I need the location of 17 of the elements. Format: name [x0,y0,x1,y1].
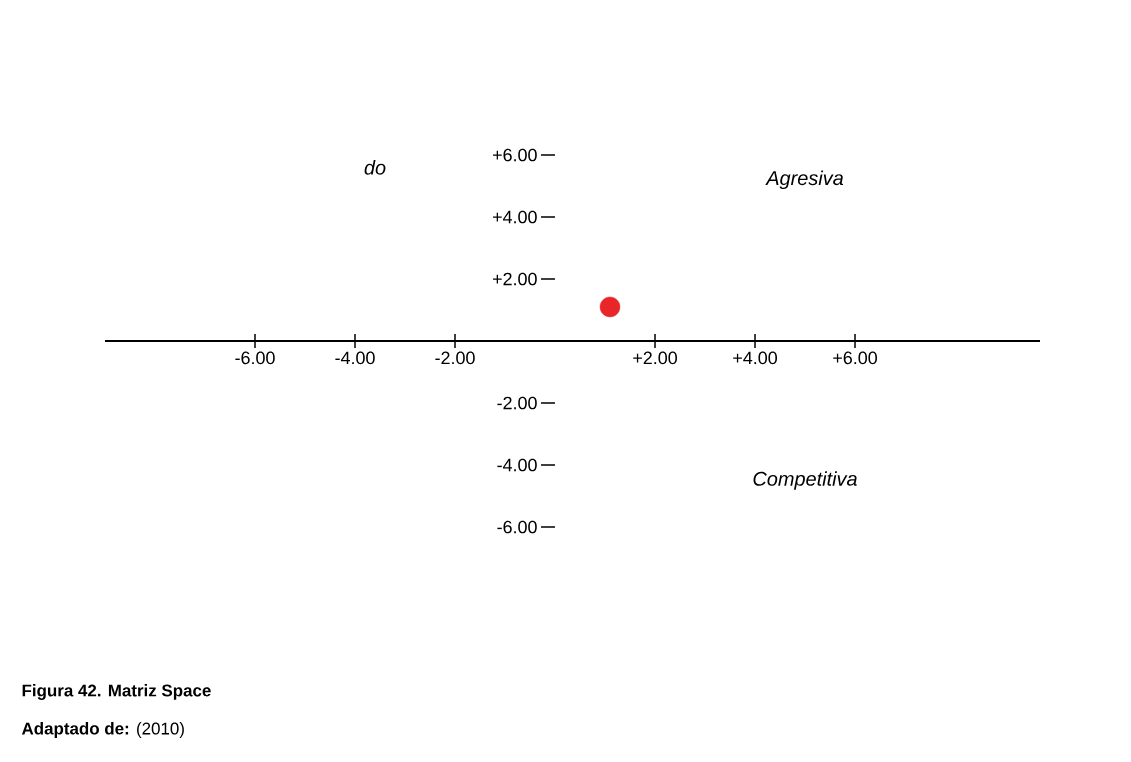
y-tick-label: +4.00 [492,210,537,224]
text: Figura 42. Matriz Space [22,684,211,700]
y-tick-label: -2.00 [497,396,537,410]
annotation: Agresiva [765,170,844,190]
x-tick-label: -6.00 [235,351,275,365]
x-tick-label: -4.00 [335,351,375,365]
x-tick-label: +4.00 [733,351,777,365]
annotation: do [364,160,386,175]
y-tick-label: -4.00 [497,458,537,472]
annotation: Competitiva [753,471,857,490]
x-tick-label: +6.00 [833,351,878,365]
y-tick-label: +6.00 [492,148,537,162]
y-tick-label: +2.00 [492,272,537,286]
x-tick-label: -2.00 [435,351,475,365]
y-tick-label: -6.00 [497,520,537,534]
text: Adaptado de: (2010) [21,722,184,738]
x-tick-label: +2.00 [633,351,677,365]
